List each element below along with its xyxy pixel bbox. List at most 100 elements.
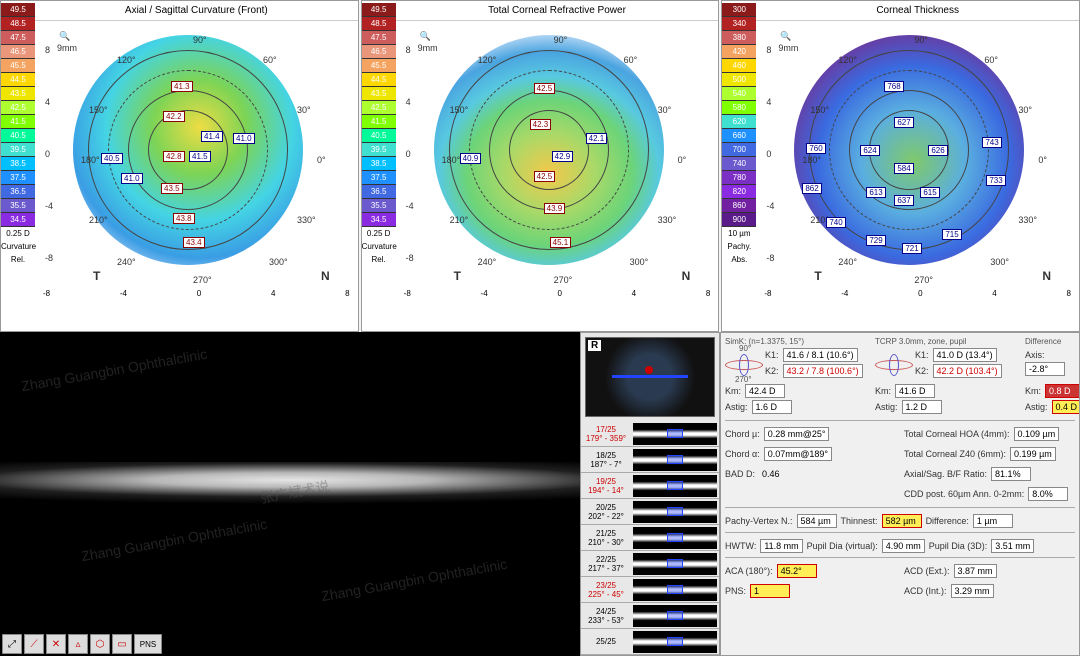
tcrp-axis-icon (875, 346, 911, 382)
map-value: 41.4 (201, 131, 223, 142)
scheimpflug-image: Zhang Guangbin Ophthalclinic 张广斌术说 Zhang… (0, 332, 580, 656)
map-value: 42.9 (552, 151, 574, 162)
tool-poly-icon[interactable]: ⬡ (90, 634, 110, 654)
eye-thumbnail[interactable]: R (585, 337, 715, 417)
map-value: 768 (884, 81, 903, 92)
map-value: 627 (894, 117, 913, 128)
frame-row[interactable]: 22/25217° - 37° (581, 551, 719, 577)
cdd: 8.0% (1028, 487, 1068, 501)
acd-int: 3.29 mm (951, 584, 994, 598)
aca: 45.2° (777, 564, 817, 578)
diff-title: Difference (1025, 337, 1075, 346)
frame-row[interactable]: 20/25202° - 22° (581, 499, 719, 525)
tcrp-astig: 1.2 D (902, 400, 942, 414)
map-value: 729 (866, 235, 885, 246)
topography-row: 49.548.547.546.545.544.543.542.541.540.5… (0, 0, 1080, 332)
bad-d: 0.46 (759, 468, 799, 480)
map-value: 862 (802, 183, 821, 194)
tool-zoom-icon[interactable]: ⤢ (2, 634, 22, 654)
watermark: Zhang Guangbin Ophthalclinic (320, 556, 508, 604)
map-value: 45.1 (550, 237, 572, 248)
tcrp-title: TCRP 3.0mm, zone, pupil (875, 337, 1021, 346)
data-panel: SimK: (n=1.3375, 15°) 90° 270° K1:41.6 /… (720, 332, 1080, 656)
simk-axis-icon: 90° 270° (725, 346, 761, 382)
map-value: 42.8 (163, 151, 185, 162)
map-value: 715 (942, 229, 961, 240)
pupil-3d: 3.51 mm (991, 539, 1034, 553)
diff-km: 0.8 D (1045, 384, 1080, 398)
map-value: 615 (920, 187, 939, 198)
map-value: 41.0 (121, 173, 143, 184)
z40: 0.199 µm (1010, 447, 1056, 461)
tcrp-k1: 41.0 D (13.4°) (933, 348, 997, 362)
tool-rect-icon[interactable]: ▭ (112, 634, 132, 654)
tool-line-icon[interactable]: ▵ (68, 634, 88, 654)
colorbar: 49.548.547.546.545.544.543.542.541.540.5… (1, 1, 35, 331)
image-toolbar: ⤢ ⟋ ✕ ▵ ⬡ ▭ PNS (2, 634, 162, 654)
frame-list[interactable]: 17/25179° - 359° 18/25187° - 7° 19/25194… (581, 421, 719, 655)
diff-axis: -2.8° (1025, 362, 1065, 376)
chord-hi: 0.28 mm@25° (764, 427, 830, 441)
tool-pns-button[interactable]: PNS (134, 634, 162, 654)
map-value: 42.5 (534, 83, 556, 94)
map-thickness[interactable]: 3003403804204605005405806206607007407808… (721, 0, 1080, 332)
frame-row[interactable]: 25/25 (581, 629, 719, 655)
pns-val: 1 (750, 584, 790, 598)
simk-k1: 41.6 / 8.1 (10.6°) (783, 348, 858, 362)
map-value: 43.4 (183, 237, 205, 248)
map-title: Total Corneal Refractive Power (396, 1, 719, 21)
watermark: Zhang Guangbin Ophthalclinic (80, 516, 268, 564)
acd-ext: 3.87 mm (954, 564, 997, 578)
map-value: 43.9 (544, 203, 566, 214)
hoa: 0.109 µm (1014, 427, 1060, 441)
eye-laterality-label: R (588, 340, 601, 351)
watermark: Zhang Guangbin Ophthalclinic (20, 346, 208, 394)
map-value: 41.3 (171, 81, 193, 92)
tcrp-k2: 42.2 D (103.4°) (933, 364, 1002, 378)
map-title: Corneal Thickness (756, 1, 1079, 21)
frame-row[interactable]: 17/25179° - 359° (581, 421, 719, 447)
map-value: 740 (826, 217, 845, 228)
diff-astig: 0.4 D (1052, 400, 1080, 414)
pachy-diff: 1 µm (973, 514, 1013, 528)
map-value: 43.8 (173, 213, 195, 224)
frame-row[interactable]: 23/25225° - 45° (581, 577, 719, 603)
map-value: 42.1 (586, 133, 608, 144)
frame-row[interactable]: 24/25233° - 53° (581, 603, 719, 629)
colorbar: 49.548.547.546.545.544.543.542.541.540.5… (362, 1, 396, 331)
map-value: 613 (866, 187, 885, 198)
frame-row[interactable]: 18/25187° - 7° (581, 447, 719, 473)
frame-row[interactable]: 21/25210° - 30° (581, 525, 719, 551)
bf-ratio: 81.1% (991, 467, 1031, 481)
map-value: 40.5 (101, 153, 123, 164)
map-value: 637 (894, 195, 913, 206)
pachy-vertex: 584 µm (797, 514, 837, 528)
map-value: 584 (894, 163, 913, 174)
map-value: 626 (928, 145, 947, 156)
map-title: Axial / Sagittal Curvature (Front) (35, 1, 358, 21)
map-value: 42.5 (534, 171, 556, 182)
map-value: 42.2 (163, 111, 185, 122)
map-value: 40.9 (460, 153, 482, 164)
chord-a: 0.07mm@189° (764, 447, 832, 461)
map-value: 743 (982, 137, 1001, 148)
simk-astig: 1.6 D (752, 400, 792, 414)
frame-row[interactable]: 19/25194° - 14° (581, 473, 719, 499)
map-value: 760 (806, 143, 825, 154)
frames-panel: R 17/25179° - 359° 18/25187° - 7° 19/251… (580, 332, 720, 656)
map-value: 733 (986, 175, 1005, 186)
tcrp-km: 41.6 D (895, 384, 935, 398)
colorbar: 3003403804204605005405806206607007407808… (722, 1, 756, 331)
tool-delete-icon[interactable]: ✕ (46, 634, 66, 654)
map-value: 41.5 (189, 151, 211, 162)
pupil-virtual: 4.90 mm (882, 539, 925, 553)
map-value: 721 (902, 243, 921, 254)
map-axial[interactable]: 49.548.547.546.545.544.543.542.541.540.5… (0, 0, 359, 332)
map-value: 624 (860, 145, 879, 156)
map-value: 42.3 (530, 119, 552, 130)
tool-measure-icon[interactable]: ⟋ (24, 634, 44, 654)
map-value: 41.0 (233, 133, 255, 144)
map-tcrp[interactable]: 49.548.547.546.545.544.543.542.541.540.5… (361, 0, 720, 332)
pachy-thinnest: 582 µm (882, 514, 922, 528)
hwtw: 11.8 mm (760, 539, 802, 553)
